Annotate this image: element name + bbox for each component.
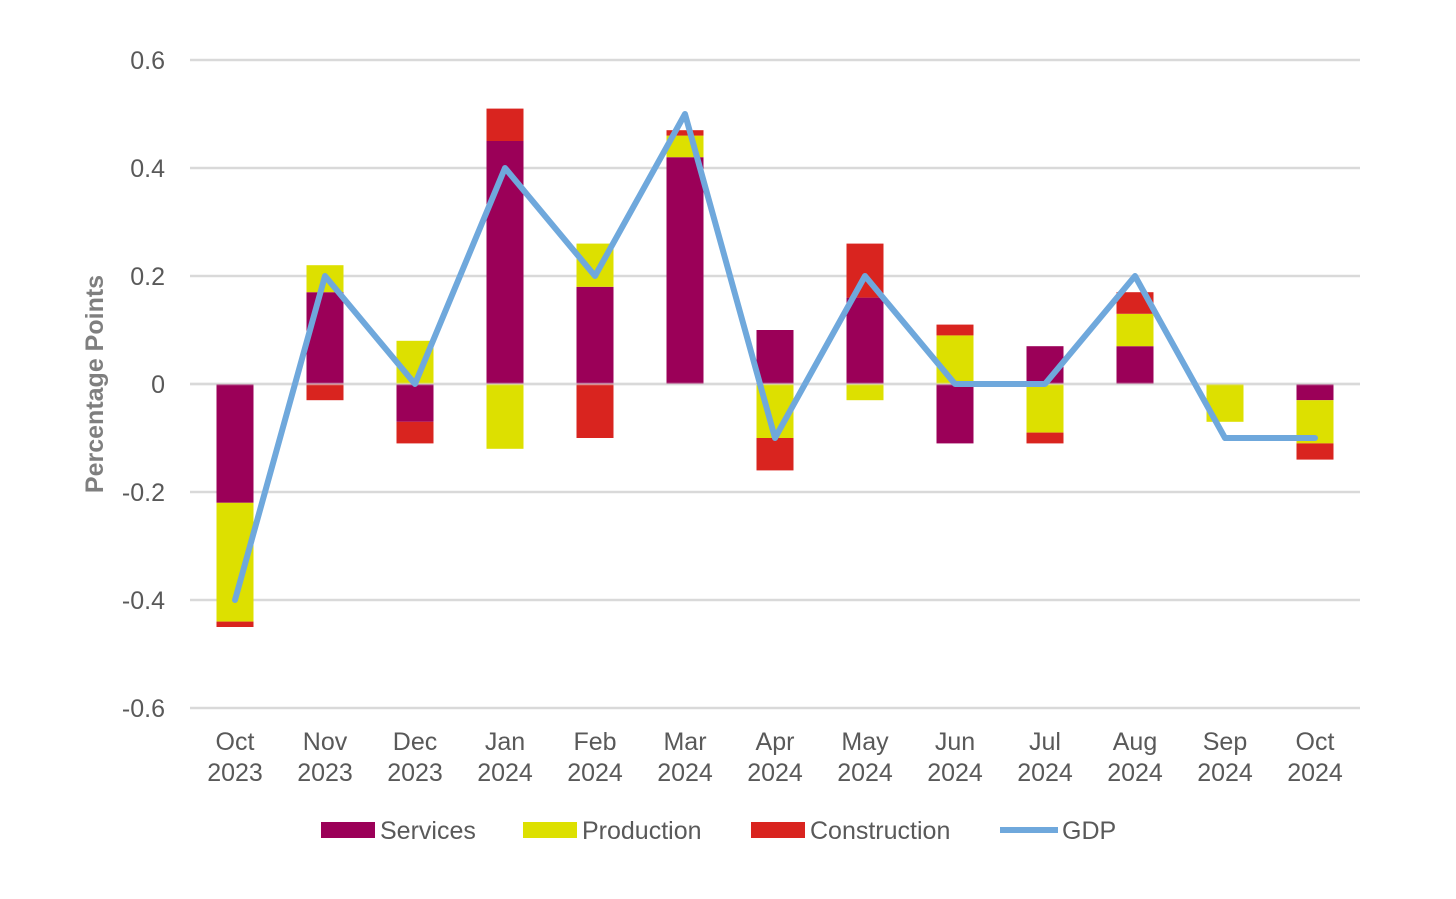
- bar-construction: [216, 621, 254, 627]
- x-tick-year: 2023: [207, 759, 263, 787]
- legend-label: GDP: [1062, 817, 1116, 845]
- bar-services: [1116, 346, 1154, 384]
- gdp-line: [232, 111, 1318, 603]
- x-tick-year: 2024: [477, 759, 533, 787]
- x-tick-year: 2024: [927, 759, 983, 787]
- y-tick-label: -0.2: [122, 479, 165, 507]
- bar-construction: [1296, 443, 1334, 460]
- x-tick-month: Jun: [935, 728, 975, 756]
- legend-swatch-production: [523, 822, 577, 838]
- x-tick-year: 2024: [1017, 759, 1073, 787]
- gdp-line-group: [232, 111, 1318, 603]
- y-axis-ticks: 0.6 0.4 0.2 0 -0.2 -0.4 -0.6: [122, 47, 165, 723]
- x-tick-month: Apr: [756, 728, 795, 756]
- legend-label: Services: [380, 817, 476, 845]
- x-tick-month: Nov: [303, 728, 348, 756]
- legend-swatch-services: [321, 822, 375, 838]
- legend-swatch-construction: [751, 822, 805, 838]
- x-tick-year: 2024: [1107, 759, 1163, 787]
- y-tick-label: -0.6: [122, 695, 165, 723]
- bar-construction: [396, 421, 434, 444]
- x-tick-year: 2024: [747, 759, 803, 787]
- bar-construction: [756, 438, 794, 471]
- x-tick-year: 2024: [837, 759, 893, 787]
- bar-construction: [936, 324, 974, 336]
- bar-production: [1026, 384, 1064, 433]
- bar-services: [216, 384, 254, 503]
- x-axis-ticks: Oct 2023 Nov 2023 Dec 2023 Jan 2024 Feb 2024 Mar 20…: [207, 728, 1343, 787]
- y-tick-label: 0.2: [130, 263, 165, 291]
- y-tick-label: 0: [151, 371, 165, 399]
- bar-services: [936, 384, 974, 444]
- bar-production: [1116, 313, 1154, 347]
- y-tick-label: 0.4: [130, 155, 165, 183]
- legend-label: Production: [582, 817, 702, 845]
- bar-services: [756, 330, 794, 384]
- bar-services: [486, 141, 524, 384]
- bar-construction: [576, 384, 614, 438]
- x-tick-year: 2024: [1197, 759, 1253, 787]
- x-tick-year: 2024: [657, 759, 713, 787]
- y-tick-label: 0.6: [130, 47, 165, 75]
- y-tick-label: -0.4: [122, 587, 165, 615]
- bar-services: [666, 157, 704, 384]
- bar-construction: [666, 130, 704, 136]
- x-tick-year: 2023: [297, 759, 353, 787]
- x-tick-month: Sep: [1203, 728, 1247, 756]
- x-tick-month: Oct: [216, 728, 255, 756]
- x-tick-month: Dec: [393, 728, 437, 756]
- bar-construction: [486, 108, 524, 141]
- x-tick-month: Feb: [573, 728, 616, 756]
- x-tick-month: May: [841, 728, 889, 756]
- x-tick-year: 2024: [1287, 759, 1343, 787]
- x-tick-month: Mar: [663, 728, 706, 756]
- x-tick-year: 2023: [387, 759, 443, 787]
- y-axis-label: Percentage Points: [81, 275, 109, 493]
- bar-services: [1296, 384, 1334, 401]
- x-tick-year: 2024: [567, 759, 623, 787]
- legend: Services Production Construction GDP: [321, 817, 1116, 845]
- x-tick-month: Aug: [1113, 728, 1157, 756]
- bar-production: [486, 384, 524, 449]
- bar-production: [936, 335, 974, 384]
- x-tick-month: Jan: [485, 728, 525, 756]
- bar-construction: [306, 384, 344, 401]
- bar-construction: [1026, 432, 1064, 444]
- bar-services: [846, 297, 884, 384]
- legend-label: Construction: [810, 817, 950, 845]
- bar-services: [396, 384, 434, 422]
- bar-services: [576, 286, 614, 384]
- bar-services: [306, 292, 344, 384]
- bar-production: [846, 384, 884, 401]
- x-tick-month: Jul: [1029, 728, 1061, 756]
- x-tick-month: Oct: [1296, 728, 1335, 756]
